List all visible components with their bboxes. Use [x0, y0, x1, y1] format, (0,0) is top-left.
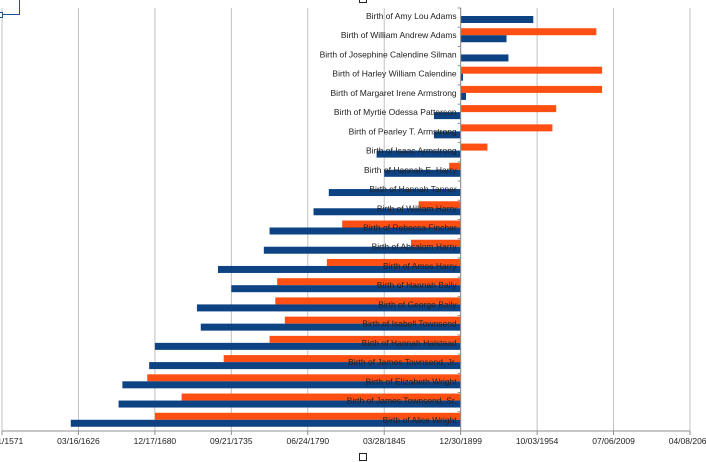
bar-series-1 — [460, 66, 603, 74]
bars — [70, 16, 603, 427]
bar-series-2 — [200, 323, 461, 331]
category-label: Birth of George Baily — [378, 299, 457, 309]
category-label: Birth of James Townsend, Sr. — [347, 396, 457, 406]
tick-labels: 12/01/1571 03/16/1626 12/17/1680 09/21/1735… — [0, 436, 706, 446]
category-label: Birth of Absalom Harry — [372, 242, 458, 252]
bar-series-2 — [460, 92, 467, 100]
bar-series-1 — [275, 297, 461, 305]
bar-series-1 — [277, 278, 461, 286]
bar-series-2 — [433, 112, 461, 120]
bar-series-1 — [181, 393, 461, 401]
bar-series-2 — [460, 54, 509, 62]
x-tick-label: 03/16/1626 — [57, 436, 100, 446]
category-label: Birth of Isaac Armstrong — [366, 146, 457, 156]
bar-series-1 — [154, 412, 461, 420]
bar-series-2 — [433, 131, 461, 139]
x-tick-label: 03/28/1845 — [363, 436, 406, 446]
bar-series-2 — [231, 285, 461, 293]
x-tick-label: 09/21/1735 — [210, 436, 253, 446]
category-label: Birth of Amy Lou Adams — [366, 11, 457, 21]
category-label: Birth of Hannah E. Harry — [364, 165, 457, 175]
category-label: Birth of Hannah Tanner — [369, 184, 456, 194]
category-label: Birth of Margaret Irene Armstrong — [331, 88, 457, 98]
bar-series-1 — [269, 335, 461, 343]
bar-series-2 — [376, 150, 461, 158]
bar-series-2 — [70, 419, 461, 427]
x-tick-label: 12/17/1680 — [134, 436, 177, 446]
bar-series-1 — [284, 316, 461, 324]
bar-series-1 — [449, 162, 461, 170]
selection-handle-top[interactable] — [359, 0, 367, 3]
bar-series-2 — [118, 400, 461, 408]
x-tick-label: 04/08/2064 — [669, 436, 706, 446]
category-label: Birth of James Townsend, Jr. — [348, 357, 457, 367]
bar-series-2 — [460, 73, 463, 81]
bar-series-1 — [460, 28, 597, 36]
category-label: Birth of Rebecca Fincher — [363, 223, 457, 233]
bar-series-2 — [460, 16, 534, 23]
category-label: Birth of Hannah Baily — [377, 280, 458, 290]
category-label: Birth of William Harry — [377, 203, 458, 213]
category-label: Birth of Pearley T. Armstrong — [349, 126, 457, 136]
category-label: Birth of Hannah Halstead — [362, 338, 457, 348]
bar-series-1 — [460, 143, 488, 151]
bar-series-2 — [217, 265, 461, 273]
category-label: Birth of William Andrew Adams — [341, 30, 457, 40]
bar-series-2 — [196, 304, 461, 312]
bar-series-1 — [418, 201, 461, 209]
x-tick-label: 10/03/1954 — [516, 436, 559, 446]
selection-handle-bottom[interactable] — [359, 453, 367, 461]
axes — [1, 7, 691, 435]
selection-handle-top-left[interactable] — [0, 12, 3, 18]
bar-series-2 — [313, 208, 461, 216]
x-tick-label: 12/30/1899 — [439, 436, 482, 446]
category-label: Birth of Isabell Townsend — [362, 319, 457, 329]
bar-series-1 — [326, 258, 461, 266]
x-tick-label: 12/01/1571 — [0, 436, 24, 446]
bar-series-2 — [154, 342, 461, 350]
bar-series-1 — [147, 374, 461, 382]
selection-frame[interactable] — [0, 0, 20, 15]
bar-series-2 — [149, 362, 461, 370]
category-label: Birth of Amos Harry — [383, 261, 457, 271]
category-labels: Birth of Amy Lou Adams Birth of William A… — [320, 11, 458, 425]
x-tick-label: 06/24/1790 — [287, 436, 330, 446]
x-tick-label: 07/06/2009 — [592, 436, 635, 446]
bar-series-1 — [460, 105, 557, 113]
bar-series-2 — [328, 189, 461, 197]
bar-series-2 — [122, 381, 461, 389]
bar-series-2 — [460, 35, 507, 43]
bar-series-1 — [223, 355, 461, 363]
bar-series-2 — [384, 169, 461, 177]
bar-series-1 — [342, 220, 461, 228]
category-label: Birth of Elizabeth Wright — [366, 376, 458, 386]
category-label: Birth of Myrtie Odessa Patterson — [334, 107, 457, 117]
bar-series-1 — [410, 239, 461, 247]
bar-series-1 — [460, 124, 553, 132]
category-label: Birth of Alice Wright — [383, 415, 458, 425]
bar-series-1 — [460, 85, 603, 93]
bar-series-2 — [269, 227, 461, 235]
bar-series-2 — [263, 246, 461, 254]
category-label: Birth of Josephine Calendine Silman — [320, 49, 457, 59]
category-label: Birth of Harley William Calendine — [332, 69, 457, 79]
